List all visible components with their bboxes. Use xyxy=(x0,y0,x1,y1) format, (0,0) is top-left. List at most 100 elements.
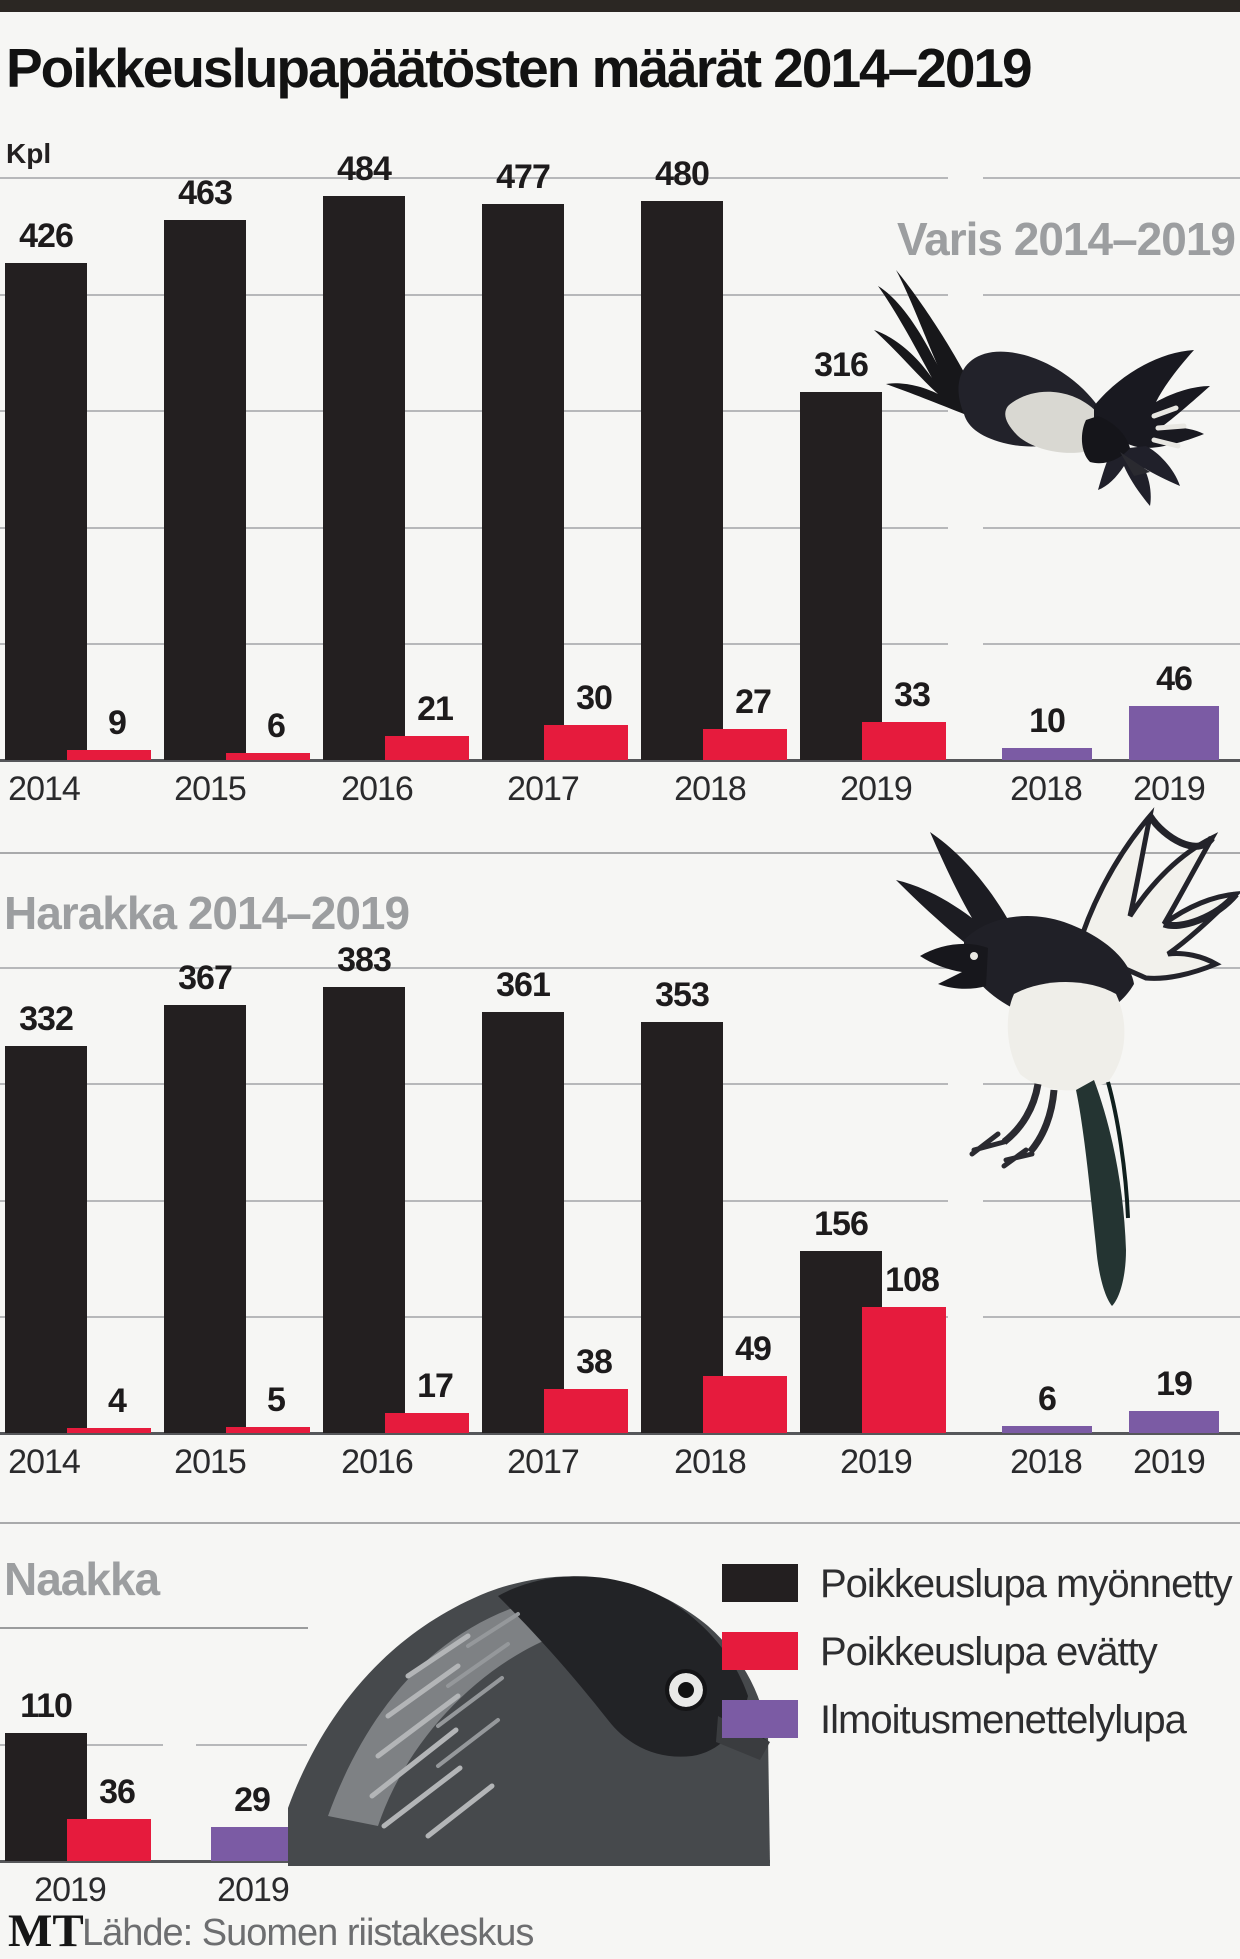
bar-value-label: 49 xyxy=(735,1330,772,1368)
top-accent-bar xyxy=(0,0,1240,12)
gridline xyxy=(0,1200,948,1202)
bar-value-label: 480 xyxy=(655,155,710,193)
x-axis-label: 2017 xyxy=(507,1443,580,1481)
gridline xyxy=(983,1316,1240,1318)
gridline xyxy=(0,527,948,529)
y-axis-unit-label: Kpl xyxy=(6,138,52,169)
axis-baseline xyxy=(0,759,1240,762)
denied-bar xyxy=(544,1389,628,1433)
magpie-illustration xyxy=(896,807,1240,1306)
bar-value-label: 426 xyxy=(19,217,74,255)
bar-value-label: 27 xyxy=(735,683,772,721)
mt-logo: MT xyxy=(8,1905,84,1957)
x-axis-label: 2019 xyxy=(34,1871,107,1909)
denied-bar xyxy=(703,729,787,760)
bar-value-label: 36 xyxy=(99,1773,136,1811)
notification-bar xyxy=(211,1827,293,1861)
naakka-title-underline xyxy=(0,1627,308,1629)
gridline xyxy=(0,294,948,296)
notification-bar xyxy=(1002,748,1092,760)
granted-bar xyxy=(5,263,87,760)
x-axis-label: 2019 xyxy=(840,770,913,808)
denied-bar xyxy=(385,736,469,760)
gridline xyxy=(983,527,1240,529)
bar-value-label: 316 xyxy=(814,346,869,384)
source-text: Lähde: Suomen riistakeskus xyxy=(82,1912,534,1954)
bar-value-label: 463 xyxy=(178,174,233,212)
gridline xyxy=(983,294,1240,296)
section-divider xyxy=(0,852,1240,854)
x-axis-label: 2016 xyxy=(341,1443,414,1481)
x-axis-label: 2015 xyxy=(174,1443,247,1481)
notification-bar xyxy=(1129,1411,1219,1433)
bar-value-label: 6 xyxy=(267,707,286,745)
gridline xyxy=(0,410,948,412)
granted-bar xyxy=(482,1012,564,1433)
chart-title-varis: Varis 2014–2019 xyxy=(896,213,1236,265)
denied-bar xyxy=(67,1428,151,1433)
bar-value-label: 5 xyxy=(267,1381,286,1419)
denied-bar xyxy=(862,1307,946,1433)
x-axis-label: 2018 xyxy=(1010,770,1083,808)
notification-bar xyxy=(1002,1426,1092,1433)
bar-value-label: 108 xyxy=(885,1261,940,1299)
page-title: Poikkeuslupapäätösten määrät 2014–2019 xyxy=(6,37,1033,99)
bar-value-label: 19 xyxy=(1156,1365,1193,1403)
bar-value-label: 46 xyxy=(1156,660,1193,698)
notification-bar xyxy=(1129,706,1219,760)
denied-bar xyxy=(67,1819,151,1861)
bar-value-label: 361 xyxy=(496,966,551,1004)
denied-bar xyxy=(703,1376,787,1433)
denied-bar xyxy=(385,1413,469,1433)
gridline xyxy=(983,1083,1240,1085)
bar-value-label: 21 xyxy=(417,690,454,728)
bar-value-label: 30 xyxy=(576,679,613,717)
x-axis-label: 2014 xyxy=(8,1443,81,1481)
gridline xyxy=(983,643,1240,645)
x-axis-label: 2019 xyxy=(840,1443,913,1481)
bar-value-label: 477 xyxy=(496,158,551,196)
legend-label: Ilmoitusmenettelylupa xyxy=(820,1698,1187,1742)
granted-bar xyxy=(5,1046,87,1433)
denied-color-swatch xyxy=(722,1632,798,1670)
bar-value-label: 29 xyxy=(234,1781,271,1819)
gridline xyxy=(0,643,948,645)
section-divider xyxy=(0,1522,1240,1524)
granted-bar xyxy=(482,204,564,760)
x-axis-label: 2019 xyxy=(217,1871,290,1909)
denied-bar xyxy=(862,722,946,760)
denied-bar xyxy=(544,725,628,760)
granted-bar xyxy=(641,1022,723,1433)
granted-bar xyxy=(800,392,882,760)
x-axis-label: 2019 xyxy=(1133,1443,1206,1481)
x-axis-label: 2015 xyxy=(174,770,247,808)
granted-bar xyxy=(164,1005,246,1433)
crow-illustration xyxy=(874,270,1210,506)
bar-value-label: 383 xyxy=(337,941,392,979)
bar-value-label: 17 xyxy=(417,1367,454,1405)
jackdaw-illustration xyxy=(288,1576,770,1866)
x-axis-label: 2016 xyxy=(341,770,414,808)
gridline xyxy=(0,967,948,969)
legend-label: Poikkeuslupa myönnetty xyxy=(820,1562,1233,1606)
bar-value-label: 367 xyxy=(178,959,233,997)
gridline xyxy=(0,1083,948,1085)
bar-value-label: 10 xyxy=(1029,702,1066,740)
bar-value-label: 110 xyxy=(20,1687,73,1725)
bar-value-label: 4 xyxy=(108,1382,127,1420)
granted-color-swatch xyxy=(722,1564,798,1602)
x-axis-label: 2018 xyxy=(674,770,747,808)
granted-bar xyxy=(641,201,723,760)
axis-baseline xyxy=(0,1432,1240,1435)
x-axis-label: 2018 xyxy=(1010,1443,1083,1481)
gridline xyxy=(0,1316,948,1318)
x-axis-label: 2018 xyxy=(674,1443,747,1481)
bar-value-label: 38 xyxy=(576,1343,613,1381)
bar-value-label: 332 xyxy=(19,1000,74,1038)
granted-bar xyxy=(323,987,405,1433)
granted-bar xyxy=(164,220,246,760)
chart-title-harakka: Harakka 2014–2019 xyxy=(4,887,410,939)
bar-value-label: 9 xyxy=(108,704,127,742)
gridline xyxy=(196,1744,307,1746)
